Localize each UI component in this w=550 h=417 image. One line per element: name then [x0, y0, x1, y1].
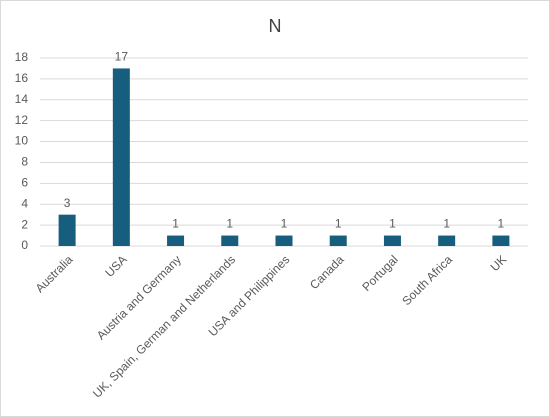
bar: [112, 68, 130, 246]
data-label: 17: [115, 50, 129, 64]
y-tick-label: 6: [21, 176, 28, 190]
data-label: 1: [389, 217, 396, 231]
data-label: 1: [498, 217, 505, 231]
bar: [58, 214, 76, 246]
bar: [492, 235, 510, 246]
y-tick-label: 18: [15, 50, 29, 64]
bar: [383, 235, 401, 246]
bar: [438, 235, 456, 246]
y-tick-label: 14: [15, 92, 29, 106]
y-tick-label: 10: [15, 134, 29, 148]
data-label: 1: [226, 217, 233, 231]
y-tick-label: 8: [21, 155, 28, 169]
bar: [275, 235, 293, 246]
bar: [167, 235, 185, 246]
data-label: 1: [172, 217, 179, 231]
bar: [329, 235, 347, 246]
y-tick-label: 12: [15, 113, 29, 127]
y-tick-label: 4: [21, 196, 28, 210]
data-label: 3: [64, 196, 71, 210]
y-tick-label: 0: [21, 238, 28, 252]
y-tick-label: 16: [15, 71, 29, 85]
data-label: 1: [335, 217, 342, 231]
data-label: 1: [281, 217, 288, 231]
chart-title: N: [269, 16, 282, 36]
data-label: 1: [443, 217, 450, 231]
y-tick-label: 2: [21, 217, 28, 231]
bar: [221, 235, 239, 246]
